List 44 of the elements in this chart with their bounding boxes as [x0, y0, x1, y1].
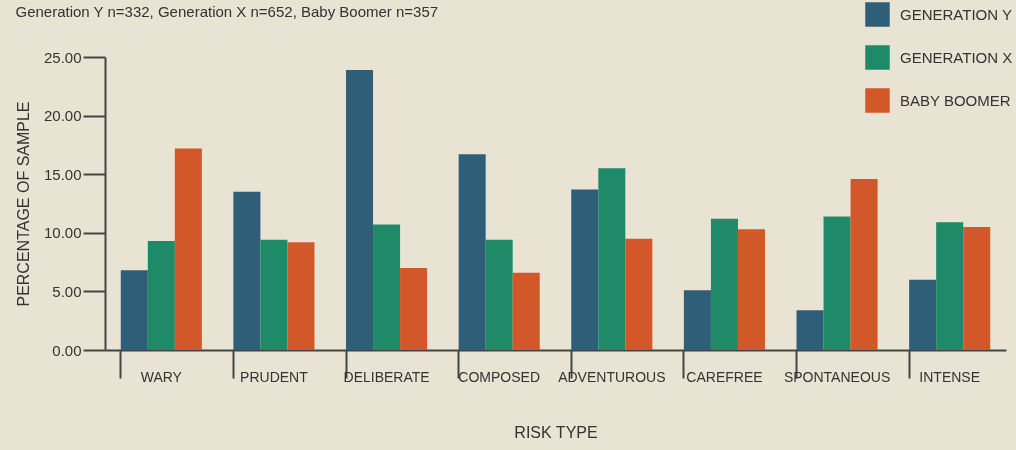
bar	[174, 148, 202, 350]
bar	[287, 242, 315, 350]
y-tick-label: 15.00	[43, 165, 82, 183]
legend-label: BABY BOOMER	[900, 91, 1011, 109]
legend-label: GENERATION Y	[900, 5, 1012, 23]
bar	[458, 154, 486, 350]
bar	[120, 270, 148, 350]
x-tick-label: SPONTANEOUS	[783, 368, 891, 385]
chart-title: Generation Y n=332, Generation X n=652, Baby Boomer n=357	[15, 3, 439, 20]
y-tick-label: 0.00	[52, 341, 82, 359]
bar	[512, 272, 540, 350]
bar	[683, 290, 711, 350]
x-tick-label: WARY	[140, 368, 183, 385]
legend-label: GENERATION X	[900, 48, 1013, 66]
bar	[823, 216, 851, 350]
x-tick-label: INTENSE	[919, 368, 981, 385]
y-tick-label: 20.00	[43, 107, 82, 125]
bar	[598, 168, 626, 350]
bar	[737, 229, 765, 350]
y-axis-title: PERCENTAGE OF SAMPLE	[14, 101, 32, 307]
x-tick-label: CAREFREE	[686, 368, 763, 385]
bar	[710, 218, 738, 350]
x-tick-label: DELIBERATE	[343, 368, 430, 385]
x-tick-label: PRUDENT	[240, 368, 309, 385]
bar	[260, 239, 288, 350]
bar	[936, 222, 964, 350]
y-tick-label: 25.00	[43, 48, 82, 66]
bar	[233, 191, 261, 350]
y-tick-label: 5.00	[52, 282, 82, 300]
bar	[850, 178, 878, 350]
x-tick-label: ADVENTUROUS	[558, 368, 666, 385]
bar	[796, 310, 824, 350]
bar	[963, 226, 991, 350]
bar	[909, 279, 937, 350]
y-tick-label: 10.00	[43, 224, 82, 242]
bar	[147, 241, 175, 350]
bar	[571, 189, 599, 350]
bar	[625, 238, 653, 350]
bar	[346, 69, 374, 350]
bar	[400, 267, 428, 350]
x-tick-label: COMPOSED	[458, 368, 541, 385]
bar	[373, 224, 401, 350]
x-axis-title: RISK TYPE	[514, 423, 598, 441]
bar	[485, 239, 513, 350]
